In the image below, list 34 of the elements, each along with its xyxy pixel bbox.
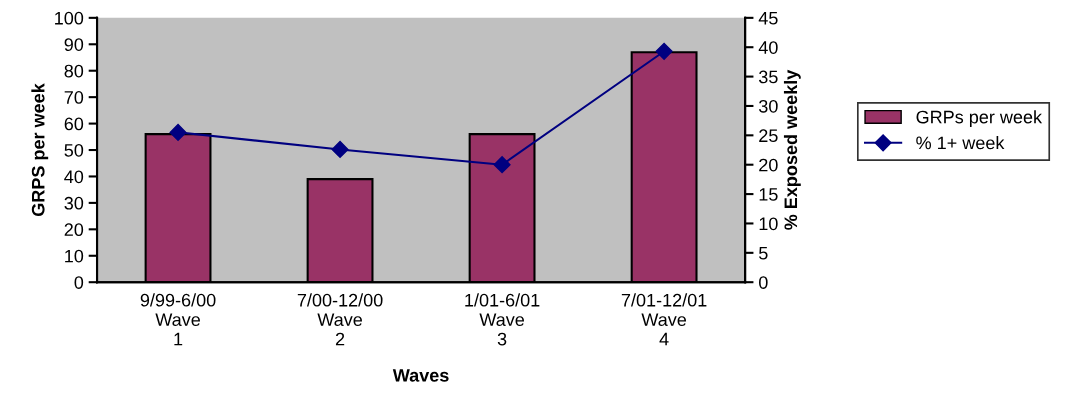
x-axis-title: Waves (392, 369, 449, 382)
y2-tick-label: 35 (758, 70, 778, 84)
x-tick-label: 9/99-6/00 Wave 1 (140, 293, 216, 346)
point (169, 123, 187, 141)
y2-tick-label: 20 (759, 158, 778, 172)
y-tick-label: 100 (55, 11, 84, 25)
point (493, 156, 511, 174)
y-tick-label: 50 (64, 143, 84, 157)
y-tick-label: 70 (64, 91, 84, 104)
y2-tick-label: 45 (758, 11, 778, 25)
y-tick-label: 40 (64, 170, 84, 184)
y2-tick-label: 10 (759, 217, 778, 231)
y2-axis-title: % Exposed weekly (783, 69, 801, 230)
y2-tick-label: 30 (758, 99, 778, 113)
point (331, 140, 349, 158)
y-tick-label: 80 (64, 64, 84, 78)
y-tick-label: 20 (64, 223, 84, 237)
y-tick-label: 10 (65, 249, 84, 263)
x-tick-label: 1/01-6/01 Wave 3 (465, 293, 540, 346)
point (655, 42, 673, 60)
y-axis-title: GRPS per week (31, 83, 49, 217)
y-tick-label: 0 (74, 276, 84, 289)
y-tick-label: 60 (64, 117, 84, 131)
y-tick-label: 30 (64, 196, 84, 210)
legend-label: % 1+ week (916, 136, 1005, 150)
y2-tick-label: 15 (759, 188, 778, 201)
x-tick-label: 7/00-12/00 Wave 2 (297, 293, 383, 346)
y-tick-label: 90 (64, 38, 84, 51)
y2-tick-label: 5 (759, 246, 768, 260)
y2-tick-label: 0 (759, 276, 768, 289)
legend-label: GRPs per week (916, 110, 1043, 127)
y2-tick-label: 40 (758, 41, 778, 54)
x-tick-label: 7/01-12/01 Wave 4 (621, 293, 707, 346)
y2-tick-label: 25 (759, 129, 778, 143)
